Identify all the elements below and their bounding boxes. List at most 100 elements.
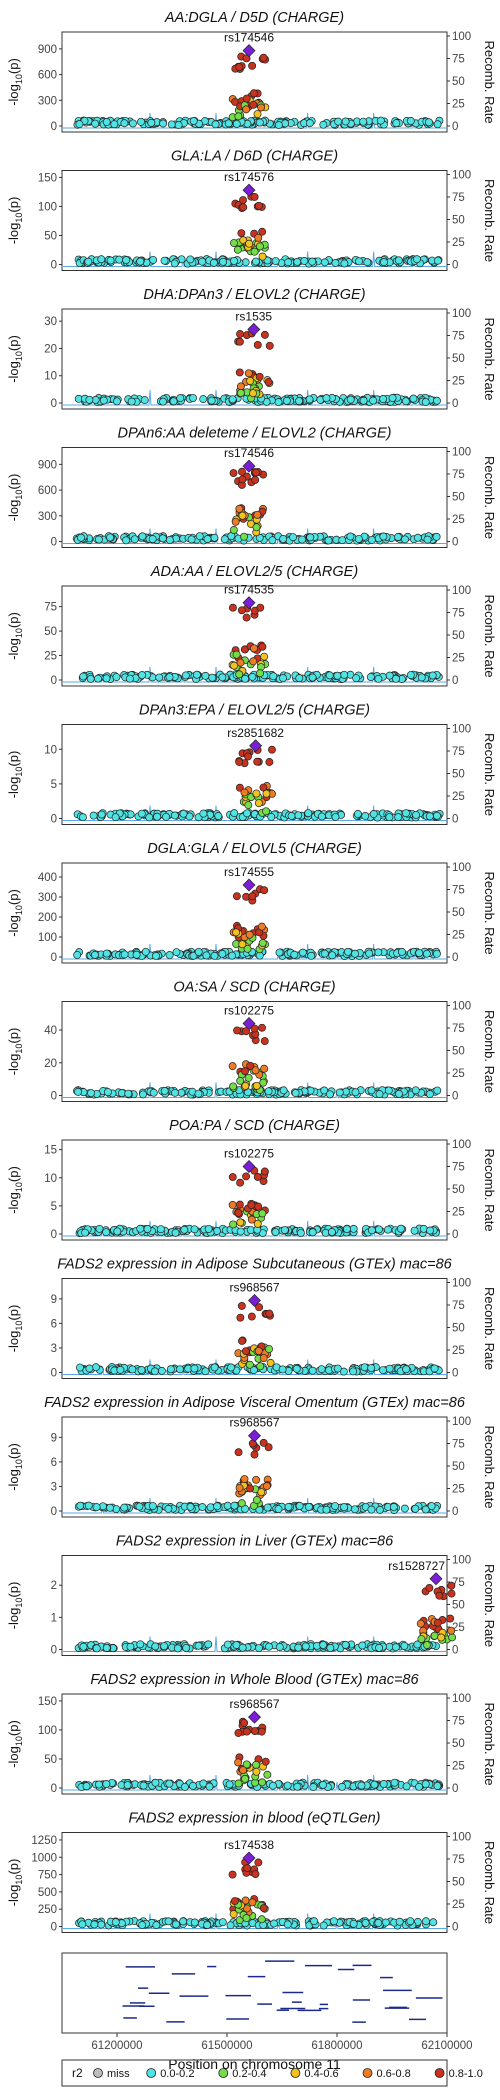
y-axis-label-main: -log [6,1054,21,1076]
snp-point [235,337,244,346]
snp-point [219,257,228,266]
y2-tick-label: 25 [452,653,465,665]
y-axis-label-main: -log [6,915,21,937]
snp-point [189,117,198,125]
snp-point [228,1201,237,1209]
snp-point [201,671,210,680]
snp-point [242,1727,251,1736]
panel-5: ADA:AA / ELOVL2/5 (CHARGE) 0 25 50 75 0 25 50 75… [6,564,497,687]
snp-point [384,1086,393,1095]
y-axis-label-sub: 10 [14,351,24,361]
y-axis-label-main: -log [6,1192,21,1214]
y2-tick-label: 100 [452,308,471,320]
snp-point [235,670,244,679]
snp-point [264,1443,273,1452]
y-axis-label-sub: 10 [14,905,24,915]
y2-tick-label: 100 [452,1416,471,1428]
snp-point [402,809,410,818]
panel-3: DHA:DPAn3 / ELOVL2 (CHARGE) 0 10 20 30 0 25 50 7… [6,287,497,410]
snp-point [307,951,316,960]
snp-point [249,1366,258,1375]
snp-point [349,1367,358,1376]
snp-point [379,532,388,541]
snp-point [380,258,388,267]
snp-point [417,1635,426,1643]
snp-point [254,799,263,807]
y2-tick-label: 75 [452,746,465,758]
snp-point [437,1633,446,1642]
snp-point [367,1226,376,1235]
snp-point [338,536,347,545]
snp-point [401,397,410,406]
snp-point [350,1505,359,1514]
snp-point [430,1364,439,1373]
y-tick-label: 750 [38,1870,57,1882]
y-axis-label: -log10(p) [6,58,24,106]
lead-snp-marker [242,459,256,473]
snp-point [97,255,106,264]
snp-point [375,1090,384,1099]
snp-point [268,536,277,545]
y2-tick-label: 50 [452,1323,465,1335]
y2-tick-label: 75 [452,192,465,204]
y2-tick-label: 50 [452,492,465,504]
plot-frame [61,862,448,964]
snp-point [165,1779,174,1788]
y2-tick-label: 50 [452,76,465,88]
snp-point [320,258,329,267]
y-axis-label-main: -log [6,777,21,799]
snp-point [120,950,129,959]
y-axis-label-sub: 10 [14,1044,24,1054]
snp-point [257,1488,266,1497]
snp-point [394,256,403,265]
snp-point [269,672,278,681]
snp-point [322,1505,331,1514]
lead-snp-label: rs968567 [229,1697,279,1711]
y-axis-label: -log10(p) [6,1859,24,1907]
panel-7: DGLA:GLA / ELOVL5 (CHARGE) 0 100 200 300 400 0… [6,841,497,964]
y-axis-label-sub: 10 [14,1321,24,1331]
snp-point [258,1778,267,1787]
lead-snp-marker [429,1572,443,1586]
snp-point [266,1358,275,1367]
snp-point [223,1640,232,1649]
snp-point [294,1643,303,1652]
snp-point [367,1364,376,1372]
snp-point [253,110,262,118]
y-tick-label: 50 [44,1754,57,1766]
snp-point [78,1920,87,1929]
legend-label: miss [107,2068,130,2080]
snp-point [256,669,264,678]
y-tick-label: 25 [44,651,57,663]
y-tick-label: 250 [38,1904,57,1916]
snp-point [329,1917,338,1926]
snp-point [99,396,108,405]
plot-frame [61,1832,448,1933]
y2-tick-label: 75 [452,1300,465,1312]
y2-tick-label: 25 [452,1345,465,1357]
snp-point [270,1919,278,1928]
snp-point [241,1081,250,1090]
snp-point [110,120,119,129]
y2-tick-label: 0 [452,952,458,964]
plot-frame [61,724,448,825]
y2-tick-label: 50 [452,630,465,642]
y-axis-label: -log10(p) [6,335,24,383]
snp-point [236,1313,245,1322]
snp-point [259,1354,268,1362]
snp-point [187,535,196,544]
snp-point [249,100,258,109]
snp-point [238,475,247,484]
y2-axis-label: Recomb. Rate [482,871,497,954]
snp-point [236,1076,245,1085]
gene-track-frame [61,1952,448,2034]
legend-label: 0.0-0.2 [160,2068,194,2080]
y2-tick-label: 25 [452,930,465,942]
snp-point [130,535,139,544]
snp-point [240,532,248,541]
y-tick-label: 0 [51,1645,57,1657]
snp-point [153,812,162,821]
legend-frame [61,2059,448,2087]
snp-point [317,812,326,821]
snp-point [379,1366,387,1375]
